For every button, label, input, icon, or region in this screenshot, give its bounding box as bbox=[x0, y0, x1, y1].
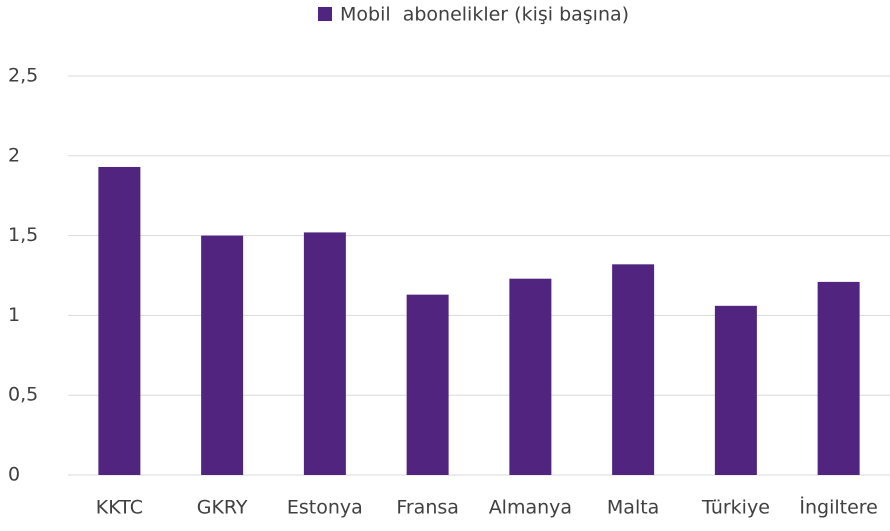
bar bbox=[509, 278, 552, 475]
x-tick-label: İngiltere bbox=[799, 496, 878, 519]
legend-swatch bbox=[318, 7, 332, 21]
bar bbox=[817, 281, 860, 475]
bar bbox=[714, 305, 757, 475]
x-tick-label: Estonya bbox=[287, 497, 363, 519]
bar bbox=[201, 235, 244, 475]
y-tick-label: 0,5 bbox=[8, 384, 38, 406]
x-tick-label: Malta bbox=[607, 497, 659, 519]
y-tick-label: 2 bbox=[8, 144, 20, 166]
bar bbox=[303, 232, 346, 475]
x-tick-label: Almanya bbox=[489, 497, 572, 519]
legend-label: Mobil abonelikler (kişi başına) bbox=[340, 4, 629, 26]
x-tick-label: GKRY bbox=[197, 497, 248, 519]
bar bbox=[406, 294, 449, 475]
y-tick-label: 1 bbox=[8, 304, 20, 326]
x-tick-label: KKTC bbox=[96, 497, 143, 519]
bar bbox=[612, 264, 655, 475]
y-tick-label: 0 bbox=[8, 464, 20, 486]
bar bbox=[98, 166, 141, 476]
x-tick-label: Türkiye bbox=[701, 497, 770, 519]
y-tick-label: 1,5 bbox=[8, 224, 38, 246]
x-tick-label: Fransa bbox=[396, 497, 459, 519]
y-tick-label: 2,5 bbox=[8, 65, 38, 87]
